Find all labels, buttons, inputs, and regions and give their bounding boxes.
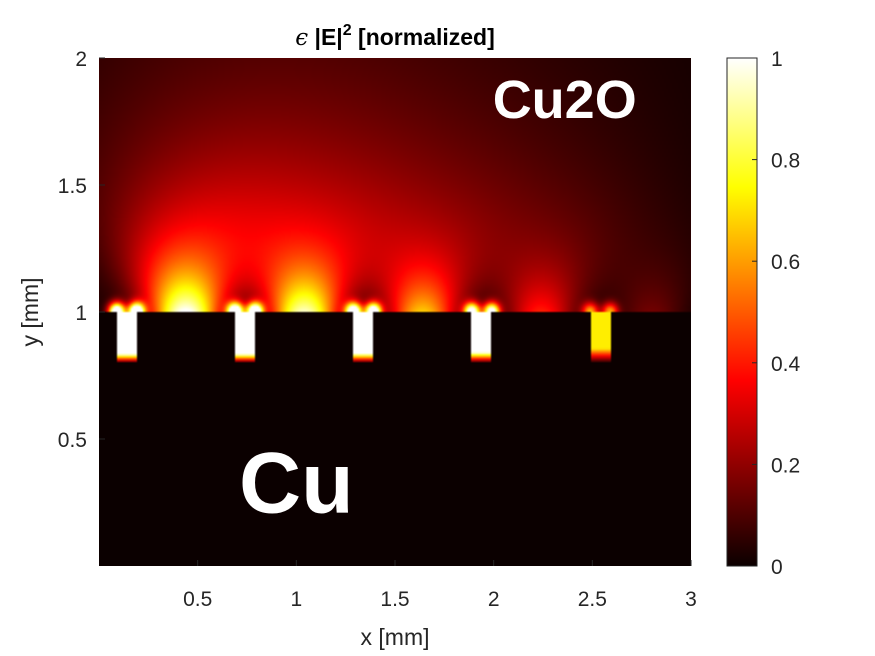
y-tick-label: 1.5 [58, 175, 87, 198]
x-tick-label: 2 [488, 588, 500, 611]
y-axis-ticks: 0.5 1 1.5 2 [58, 48, 105, 452]
colorbar-tick-label: 0.6 [771, 251, 800, 274]
x-tick-label: 2.5 [578, 588, 607, 611]
colorbar-tick-label: 0.8 [771, 150, 800, 173]
y-tick-label: 2 [75, 48, 87, 71]
colorbar-ticks: 0 0.2 0.4 0.6 0.8 1 [752, 48, 801, 579]
x-tick-label: 3 [685, 588, 697, 611]
colorbar-tick-label: 0.4 [771, 353, 801, 376]
x-axis-label: x [mm] [361, 624, 430, 650]
x-tick-label: 1.5 [380, 588, 409, 611]
chart-title: ϵ |E|2 [normalized] [295, 22, 495, 51]
y-tick-label: 1 [75, 302, 87, 325]
region-label-cu: Cu [239, 436, 354, 532]
colorbar-gradient [726, 57, 758, 567]
colorbar-tick-label: 1 [771, 48, 783, 71]
y-tick-label: 0.5 [58, 429, 87, 452]
title-epsilon: ϵ [295, 25, 308, 51]
x-tick-label: 1 [290, 588, 302, 611]
region-label-cu2o: Cu2O [493, 70, 637, 130]
heatmap-image [99, 58, 691, 566]
colorbar-tick-label: 0.2 [771, 454, 800, 477]
title-exponent: 2 [343, 22, 352, 39]
x-tick-label: 0.5 [183, 588, 212, 611]
colorbar-tick-label: 0 [771, 556, 783, 579]
annotation-layer: Cu2O Cu [239, 70, 637, 532]
colorbar: 0 0.2 0.4 0.6 0.8 1 [726, 48, 801, 579]
title-field: |E| [315, 24, 343, 50]
title-suffix: [normalized] [358, 24, 495, 50]
heatmap-plot-area [99, 58, 691, 566]
x-axis-ticks: 0.5 1 1.5 2 2.5 3 [183, 560, 697, 611]
y-axis-label: y [mm] [17, 278, 43, 347]
